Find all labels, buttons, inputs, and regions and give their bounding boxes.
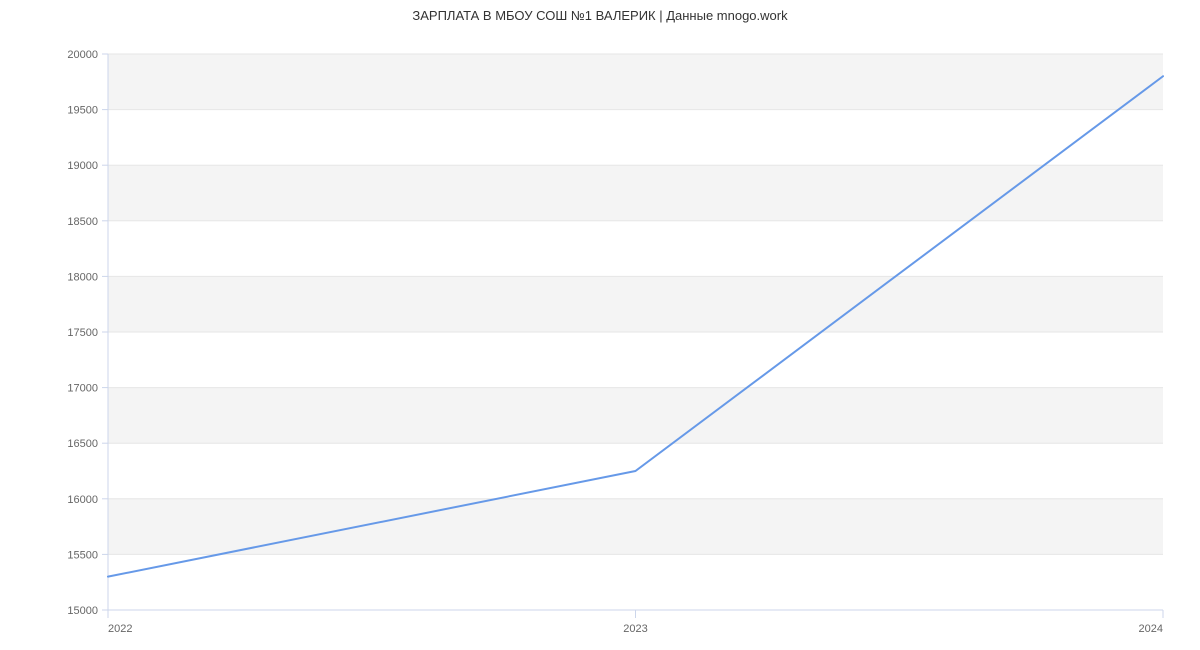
svg-text:17000: 17000 — [67, 383, 98, 395]
svg-text:18000: 18000 — [67, 271, 98, 283]
svg-text:2022: 2022 — [108, 623, 132, 635]
svg-text:2024: 2024 — [1139, 623, 1163, 635]
svg-text:19000: 19000 — [67, 160, 98, 172]
svg-text:17500: 17500 — [67, 327, 98, 339]
svg-text:16500: 16500 — [67, 438, 98, 450]
svg-text:19500: 19500 — [67, 105, 98, 117]
svg-text:15500: 15500 — [67, 549, 98, 561]
chart-title: ЗАРПЛАТА В МБОУ СОШ №1 ВАЛЕРИК | Данные … — [0, 8, 1200, 23]
svg-text:18500: 18500 — [67, 216, 98, 228]
svg-text:15000: 15000 — [67, 605, 98, 617]
svg-text:16000: 16000 — [67, 494, 98, 506]
svg-text:2023: 2023 — [623, 623, 647, 635]
chart-svg: 15000 15500 16000 16500 17000 17500 18000 18500… — [0, 30, 1200, 650]
chart-container: ЗАРПЛАТА В МБОУ СОШ №1 ВАЛЕРИК | Данные … — [0, 0, 1200, 650]
svg-text:20000: 20000 — [67, 49, 98, 61]
